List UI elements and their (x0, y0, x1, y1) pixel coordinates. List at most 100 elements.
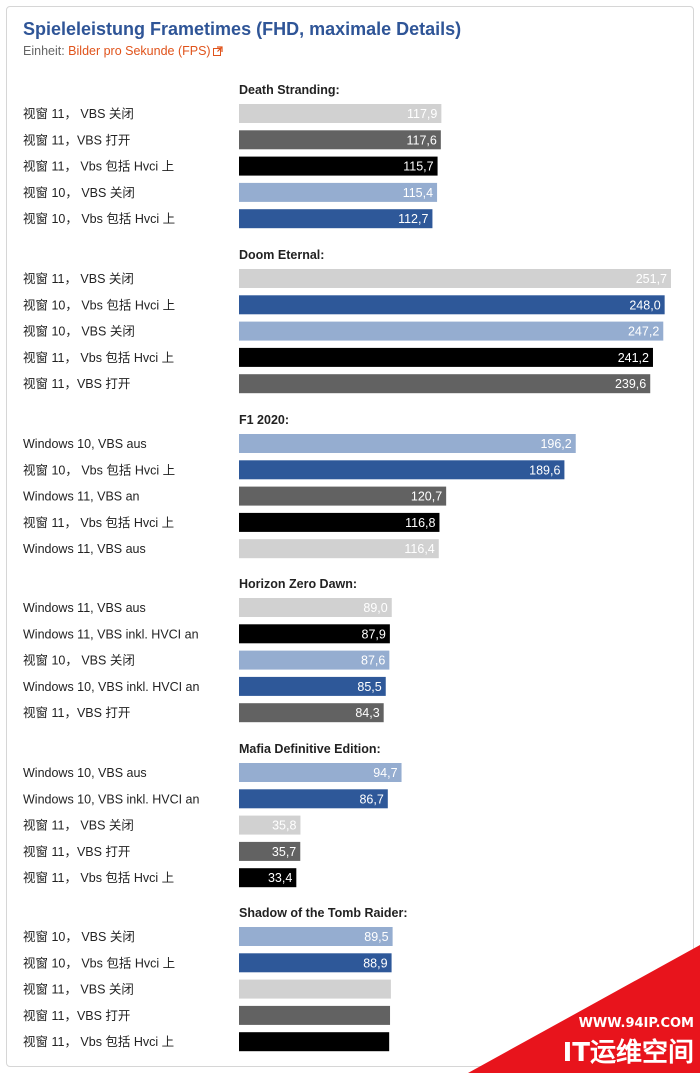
bar-value: 120,7 (411, 490, 442, 504)
bar (239, 979, 391, 999)
watermark-url: WWW.94IP.COM (579, 1016, 694, 1031)
chart-frame (6, 6, 694, 1067)
bar-value: 117,6 (406, 133, 436, 147)
bar (239, 321, 664, 341)
bar-value: 241,2 (618, 351, 649, 365)
bar-label: Windows 10, VBS aus (23, 437, 147, 451)
bar-label: Windows 11, VBS aus (23, 542, 146, 556)
bar-label: Windows 11, VBS inkl. HVCI an (23, 627, 199, 641)
bar-label: 视窗 11， Vbs 包括 Hvci 上 (23, 350, 174, 365)
bar-label: 视窗 11， VBS 关闭 (23, 818, 134, 833)
bar-value: 88,9 (363, 956, 387, 970)
bar-value: 33,4 (268, 871, 292, 885)
bar-value: 115,4 (403, 186, 433, 200)
bar (239, 130, 441, 150)
bar-value: 247,2 (628, 325, 659, 339)
bar-label: 视窗 10， VBS 关闭 (23, 324, 135, 339)
bar (239, 927, 393, 946)
bar (239, 269, 671, 288)
bar (239, 1032, 390, 1052)
bar-label: 视窗 11， Vbs 包括 Hvci 上 (23, 159, 174, 174)
bar-label: 视窗 11， VBS 关闭 (23, 982, 134, 997)
bar-label: 视窗 11， VBS 关闭 (23, 106, 134, 121)
bar-label: 视窗 10， VBS 关闭 (23, 185, 135, 200)
bar-value: 196,2 (540, 437, 571, 451)
category-label: Doom Eternal: (239, 248, 324, 262)
unit-link[interactable]: Bilder pro Sekunde (FPS) (68, 44, 211, 58)
bar-value: 189,6 (529, 463, 560, 477)
bar (239, 156, 438, 176)
bar (239, 460, 565, 480)
bar (239, 841, 301, 861)
bar (239, 434, 576, 453)
bar-value: 116,4 (404, 542, 434, 556)
bar-value: 94,7 (373, 766, 397, 780)
bar-value: 85,5 (357, 680, 381, 694)
category-label: Mafia Definitive Edition: (239, 742, 381, 756)
bar-value: 35,8 (272, 819, 296, 833)
bar-value: 89,0 (363, 601, 387, 615)
chart-title: Spieleleistung Frametimes (FHD, maximale… (23, 19, 462, 39)
bar-label: 视窗 11，VBS 打开 (23, 376, 130, 391)
bar (239, 676, 386, 696)
bar-label: Windows 10, VBS aus (23, 766, 147, 780)
bar (239, 539, 439, 559)
bar-label: 视窗 10， Vbs 包括 Hvci 上 (23, 462, 175, 477)
bar-value: 89,5 (364, 930, 388, 944)
bar (239, 295, 665, 315)
bar-value: 112,7 (398, 212, 428, 226)
bar (239, 763, 402, 782)
bar (239, 650, 390, 670)
bar-label: 视窗 10， Vbs 包括 Hvci 上 (23, 297, 175, 312)
category-label: F1 2020: (239, 413, 289, 427)
bar (239, 868, 297, 888)
bar-label: 视窗 10， Vbs 包括 Hvci 上 (23, 955, 175, 970)
bar (239, 789, 388, 809)
watermark-brand: IT运维空间 (563, 1037, 694, 1068)
bar-label: Windows 10, VBS inkl. HVCI an (23, 680, 200, 694)
bar (239, 374, 651, 394)
bar-value: 35,7 (272, 845, 296, 859)
bar-value: 115,7 (403, 160, 433, 174)
bar (239, 104, 442, 123)
bar-label: 视窗 11，VBS 打开 (23, 844, 130, 859)
bar (239, 703, 384, 723)
bar-label: 视窗 11， Vbs 包括 Hvci 上 (23, 870, 174, 885)
bar-value: 248,0 (629, 298, 660, 312)
bar (239, 347, 653, 367)
bar-label: Windows 10, VBS inkl. HVCI an (23, 792, 200, 806)
bar (239, 512, 440, 532)
bar-label: 视窗 11， VBS 关闭 (23, 271, 134, 286)
bar-label: Windows 11, VBS an (23, 490, 140, 504)
bar (239, 182, 438, 202)
bar-label: 视窗 11， Vbs 包括 Hvci 上 (23, 1034, 174, 1049)
bar-label: 视窗 11， Vbs 包括 Hvci 上 (23, 515, 174, 530)
unit-prefix: Einheit: (23, 44, 69, 58)
bar (239, 598, 392, 617)
bar-label: 视窗 11，VBS 打开 (23, 132, 130, 147)
bar-label: 视窗 10， Vbs 包括 Hvci 上 (23, 211, 175, 226)
bar-value: 86,7 (359, 792, 383, 806)
bar-label: 视窗 10， VBS 关闭 (23, 929, 135, 944)
category-label: Death Stranding: (239, 83, 340, 97)
bar-label: 视窗 11，VBS 打开 (23, 1008, 130, 1023)
bar-value: 84,3 (355, 706, 379, 720)
external-link-icon[interactable] (212, 46, 223, 56)
chart-subtitle: Einheit: Bilder pro Sekunde (FPS) (23, 44, 223, 58)
bar-value: 87,6 (361, 654, 385, 668)
category-label: Horizon Zero Dawn: (239, 577, 357, 591)
bar (239, 624, 390, 644)
bar-value: 239,6 (615, 377, 646, 391)
bar-label: 视窗 10， VBS 关闭 (23, 653, 135, 668)
bar-value: 116,8 (405, 516, 435, 530)
bar (239, 486, 447, 506)
bar (239, 209, 433, 229)
bar (239, 953, 392, 973)
bar-label: Windows 11, VBS aus (23, 601, 146, 615)
bar (239, 1005, 391, 1025)
bar-value: 251,7 (636, 272, 667, 286)
category-label: Shadow of the Tomb Raider: (239, 906, 408, 920)
bar-value: 87,9 (362, 627, 386, 641)
bar (239, 815, 301, 835)
